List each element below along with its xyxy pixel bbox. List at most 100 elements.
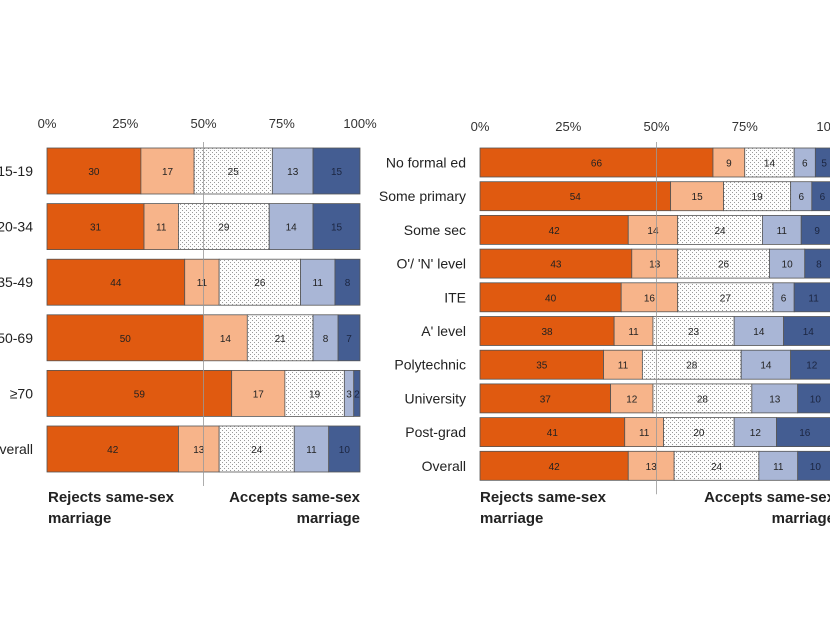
bar-segment [479,417,626,448]
bar-value-label: 11 [808,293,819,304]
bar-segment [46,203,145,251]
bar-segment [312,147,361,195]
x-tick-label: 25% [112,116,138,131]
bar-segment [271,147,314,195]
bar-row: 41 11 20 12 16 [479,417,830,448]
bar-segment [758,450,799,481]
bar-value-label: 38 [542,327,554,338]
bar-segment [46,425,179,473]
bar-value-label: 14 [764,159,776,170]
x-tick-label: 50% [643,119,669,134]
bar-segment [762,214,802,245]
bar-value-label: 10 [810,394,822,405]
bar-value-label: 42 [549,226,561,237]
bar-value-label: 10 [782,260,794,271]
bar-segment [479,248,633,279]
bar-segment [218,425,295,473]
category-label: Overall [422,458,466,474]
bar-value-label: 26 [254,278,266,289]
bar-segment [613,316,654,346]
bar-value-label: 11 [156,223,167,234]
bar-value-label: 14 [803,327,815,338]
bar-segment [677,214,763,245]
category-label: Post-grad [405,424,466,440]
bar-segment [479,316,615,346]
bar-segment [178,203,270,251]
bar-segment [769,248,806,279]
bar-segment [793,282,830,313]
bar-value-label: 13 [646,462,658,473]
bar-value-label: 28 [697,394,709,405]
bar-segment [790,349,830,380]
bar-value-label: 30 [88,167,100,178]
bar-value-label: 6 [781,293,787,304]
category-label: 35-49 [0,274,33,290]
x-tick-label: 25% [555,119,581,134]
bar-value-label: 44 [110,278,122,289]
x-tick-label: 0% [38,116,57,131]
bar-value-label: 17 [253,389,265,400]
category-label: ITE [444,289,466,305]
bar-value-label: 6 [820,192,826,203]
category-label: Overall [0,441,33,457]
category-label: ≥70 [10,385,33,401]
bar-value-label: 41 [547,428,559,439]
bar-segment [733,417,777,448]
bar-value-label: 14 [760,361,772,372]
bar-value-label: 20 [693,428,705,439]
bar-value-label: 12 [750,428,762,439]
bar-value-label: 24 [714,226,726,237]
category-label: 50-69 [0,330,33,346]
bar-value-label: 14 [753,327,765,338]
bar-row: 44 11 26 11 8 [46,258,361,306]
bar-value-label: 14 [220,334,232,345]
bar-segment [46,369,233,417]
bar-segment [268,203,314,251]
category-label: Polytechnic [394,357,466,373]
bar-segment [677,248,770,279]
bar-row: 42 14 24 11 9 [479,214,830,245]
bar-row: 42 13 24 11 10 [46,425,361,473]
bar-value-label: 10 [810,462,822,473]
bar-segment [800,214,830,245]
age-right-caption: Accepts same-sex marriage [229,489,360,527]
bar-value-label: 24 [711,462,723,473]
bar-segment [652,316,735,346]
bar-segment [479,282,622,313]
bar-value-label: 9 [814,226,820,237]
bar-row: 66 9 14 6 5 [479,147,830,178]
bar-value-label: 21 [275,334,287,345]
category-label: Some sec [404,222,466,238]
bar-segment [814,147,830,178]
bar-value-label: 35 [536,361,548,372]
bar-segment [143,203,179,251]
bar-value-label: 31 [90,223,102,234]
bar-segment [46,147,142,195]
bar-value-label: 15 [692,192,704,203]
bar-value-label: 14 [286,223,298,234]
x-tick-label: 0% [471,119,490,134]
bar-segment [334,258,361,306]
bar-value-label: 66 [591,159,603,170]
bar-value-label: 8 [816,260,822,271]
bar-value-label: 24 [251,445,263,456]
bar-segment [184,258,220,306]
bar-segment [312,314,339,362]
bar-segment [293,425,330,473]
bar-segment [328,425,361,473]
category-label: University [405,390,466,406]
bar-value-label: 42 [107,445,119,456]
bar-value-label: 11 [777,226,788,237]
education-left-caption: Rejects same-sex marriage [480,489,606,527]
bar-segment [797,450,830,481]
bar-row: 35 11 28 14 12 [479,349,830,380]
bar-segment [804,248,830,279]
bar-segment [193,147,273,195]
bar-segment [231,369,286,417]
bar-value-label: 15 [331,167,343,178]
x-tick-label: 75% [732,119,758,134]
bar-segment [620,282,679,313]
bar-segment [641,349,742,380]
bar-segment [203,314,248,362]
category-label: Some primary [379,188,466,204]
